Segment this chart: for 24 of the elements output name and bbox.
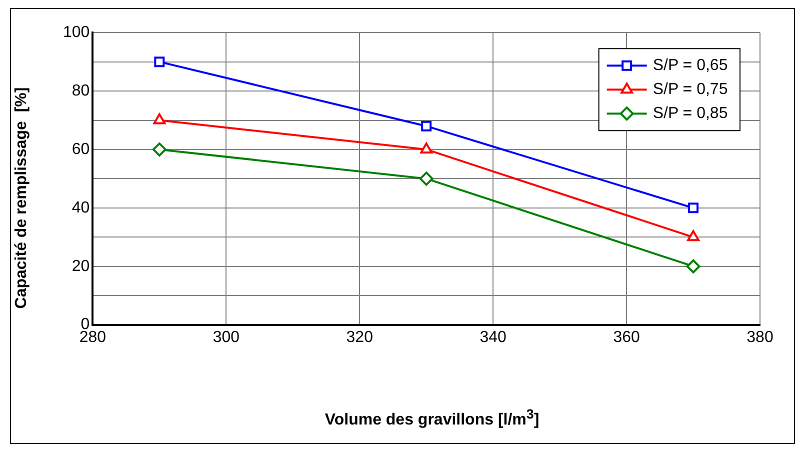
y-tick-label: 80 [72, 82, 90, 100]
point [687, 230, 700, 242]
y-tick-label: 100 [62, 24, 90, 42]
y-tick-label: 60 [72, 140, 90, 158]
x-tick-label: 300 [212, 328, 240, 346]
legend-label: S/P = 0,65 [652, 57, 728, 74]
legend-label: S/P = 0,75 [652, 81, 728, 98]
point [153, 113, 166, 124]
y-tick-label: 20 [72, 258, 90, 275]
y-tick-label: 40 [72, 199, 90, 216]
point [154, 56, 165, 68]
x-axis-title: Volume des gravillons [l/m$^{3}$] [324, 406, 540, 430]
x-tick-label: 360 [613, 328, 640, 346]
y-axis-title: Capacité de remplissage [%] [13, 87, 31, 309]
point [686, 259, 700, 274]
point [420, 142, 433, 154]
legend-label: S/P = 0,85 [652, 105, 728, 122]
point [421, 120, 432, 132]
point [688, 202, 699, 214]
x-tick-label: 380 [746, 328, 774, 346]
point [152, 142, 166, 156]
point [419, 172, 434, 186]
x-tick-label: 340 [480, 328, 507, 346]
x-tick-label: 320 [346, 328, 374, 346]
